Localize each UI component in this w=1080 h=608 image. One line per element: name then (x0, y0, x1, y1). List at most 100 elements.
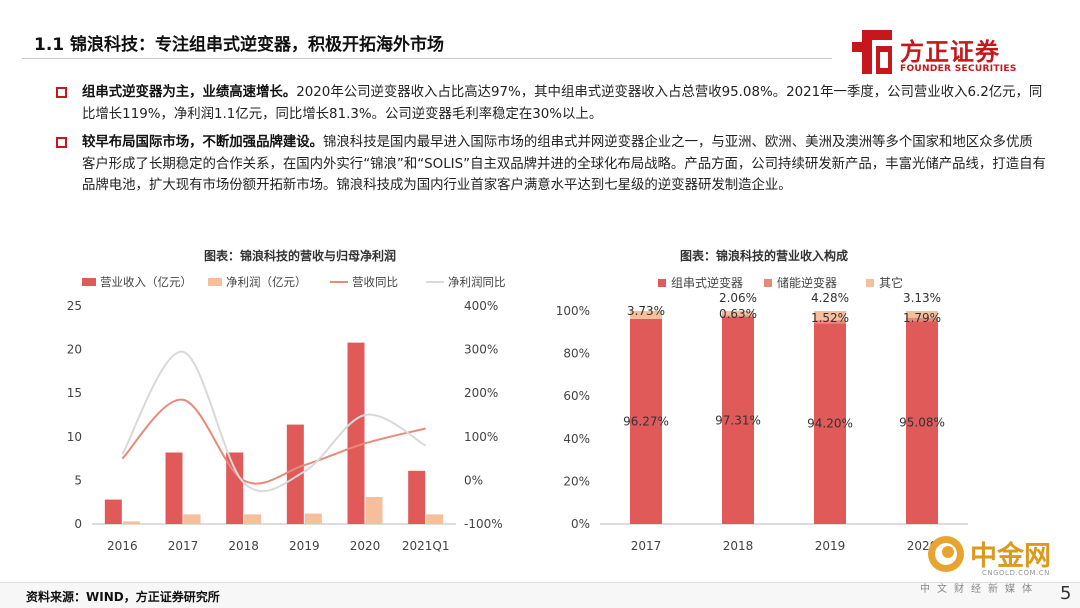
legend-label: 净利润同比 (448, 275, 506, 289)
y-tick: 0% (571, 517, 590, 531)
profit-bar (122, 521, 140, 524)
stack-segment-0 (722, 316, 754, 524)
bullet-text: 2020年公司逆变器收入占比高达97%，其中组串式逆变器收入占总营收95.08%… (82, 85, 1043, 122)
y-tick-right: 100% (464, 430, 498, 444)
cngold-watermark: 中金网 CNGOLD.COM.CN 中文财经新媒体 (920, 532, 1068, 602)
data-label: 94.20% (807, 417, 853, 431)
revenue-yoy-line (121, 398, 426, 485)
y-tick: 80% (563, 347, 590, 361)
data-label: 1.79% (903, 311, 941, 325)
stack-segment-2 (722, 311, 754, 316)
footer-bar (0, 582, 1080, 608)
bullet-heading: 组串式逆变器为主，业绩高速增长。 (82, 85, 297, 100)
legend-label: 储能逆变器 (777, 275, 837, 290)
y-tick: 100% (556, 304, 590, 318)
y-tick-right: 200% (464, 386, 498, 400)
y-tick: 20% (563, 474, 590, 488)
x-tick: 2016 (107, 539, 138, 553)
legend-label: 其它 (879, 275, 903, 290)
y-tick-left: 5 (74, 473, 82, 487)
page-number: 5 (1060, 583, 1072, 604)
watermark-url: CNGOLD.COM.CN (982, 569, 1050, 577)
data-label: 1.52% (811, 311, 849, 325)
legend-label: 营业收入（亿元） (100, 275, 192, 289)
stack-segment-1 (722, 315, 754, 317)
title-divider (22, 58, 832, 59)
founder-logo-icon (852, 30, 892, 74)
y-tick-right: 300% (464, 343, 498, 357)
stack-segment-2 (630, 311, 662, 319)
logo-text-en: FOUNDER SECURITIES (900, 64, 1017, 74)
legend-swatch (764, 279, 772, 287)
legend-swatch (82, 278, 96, 286)
legend-label: 净利润（亿元） (226, 275, 307, 289)
revenue-bar (286, 424, 304, 524)
data-label: 96.27% (623, 414, 669, 428)
source-note: 资料来源：WIND，方正证券研究所 (26, 590, 220, 604)
y-tick-right: 0% (464, 473, 483, 487)
revenue-bar (165, 452, 183, 524)
bullet-text: 锦浪科技是国内最早进入国际市场的组串式并网逆变器企业之一，与亚洲、欧洲、美洲及澳… (82, 135, 1046, 193)
data-label: 95.08% (899, 416, 945, 430)
logo-text-cn: 方正证券 (900, 38, 1000, 66)
stack-segment-0 (814, 323, 846, 524)
bullet-list: 组串式逆变器为主，业绩高速增长。2020年公司逆变器收入占比高达97%，其中组串… (56, 82, 1046, 204)
stack-segment-1 (814, 320, 846, 324)
revenue-bar (226, 452, 244, 524)
y-tick-right: 400% (464, 299, 498, 313)
founder-logo: 方正证券 FOUNDER SECURITIES (852, 28, 1042, 80)
profit-yoy-line (121, 350, 427, 493)
revenue-composition-chart: 组串式逆变器 储能逆变器 其它 0% 20% 40% 60% 80% 100% 2017 2018 2… (556, 275, 968, 553)
profit-bar (426, 514, 444, 524)
legend-swatch (658, 279, 666, 287)
y-tick-left: 10 (67, 430, 82, 444)
y-tick: 40% (563, 432, 590, 446)
data-label: 97.31% (715, 413, 761, 427)
page-title: 1.1 锦浪科技：专注组串式逆变器，积极开拓海外市场 (34, 35, 445, 55)
data-label: 3.13% (903, 291, 941, 305)
stack-segment-2 (814, 311, 846, 321)
y-tick-left: 20 (67, 343, 82, 357)
watermark-tagline: 中文财经新媒体 (920, 584, 1039, 595)
y-tick-left: 0 (74, 517, 82, 531)
bullet-item: 组串式逆变器为主，业绩高速增长。2020年公司逆变器收入占比高达97%，其中组串… (56, 82, 1046, 125)
profit-bar (183, 514, 201, 524)
bullet-heading: 较早布局国际市场，不断加强品牌建设。 (82, 135, 324, 150)
x-tick: 2018 (723, 539, 754, 553)
data-label: 0.63% (719, 307, 757, 321)
revenue-bar (408, 470, 426, 524)
data-label: 2.06% (719, 291, 757, 305)
x-tick: 2019 (815, 539, 846, 553)
x-tick: 2017 (631, 539, 662, 553)
legend-label: 营收同比 (352, 275, 398, 289)
stack-segment-0 (630, 318, 662, 524)
y-tick-left: 15 (67, 386, 82, 400)
cngold-logo-icon (928, 536, 964, 572)
x-tick: 2017 (168, 539, 199, 553)
bullet-square-icon (56, 87, 67, 98)
y-tick-left: 25 (67, 299, 82, 313)
stack-segment-2 (906, 311, 938, 318)
legend-label: 组串式逆变器 (671, 275, 743, 290)
watermark-name: 中金网 (970, 541, 1051, 572)
x-tick: 2021Q1 (402, 539, 450, 553)
chart2-title: 图表：锦浪科技的营业收入构成 (680, 249, 849, 263)
stack-segment-0 (906, 321, 938, 524)
data-label: 4.28% (811, 291, 849, 305)
y-tick-right: -100% (464, 517, 503, 531)
legend-swatch (208, 278, 222, 286)
y-tick: 60% (563, 389, 590, 403)
bullet-item: 较早布局国际市场，不断加强品牌建设。锦浪科技是国内最早进入国际市场的组串式并网逆… (56, 132, 1046, 197)
x-tick: 2020 (350, 539, 381, 553)
chart1-title: 图表：锦浪科技的营收与归母净利润 (204, 249, 397, 263)
bullet-square-icon (56, 137, 67, 148)
revenue-bar (104, 499, 122, 524)
x-tick: 2018 (228, 539, 259, 553)
profit-bar (244, 514, 262, 524)
profit-bar (304, 513, 322, 524)
revenue-bar (347, 342, 365, 524)
x-tick: 2019 (289, 539, 320, 553)
data-label: 3.73% (627, 304, 665, 318)
legend-swatch (866, 279, 874, 287)
revenue-profit-chart: 营业收入（亿元） 净利润（亿元） 营收同比 净利润同比 0 5 10 15 20 25 -100% 0… (67, 275, 506, 553)
